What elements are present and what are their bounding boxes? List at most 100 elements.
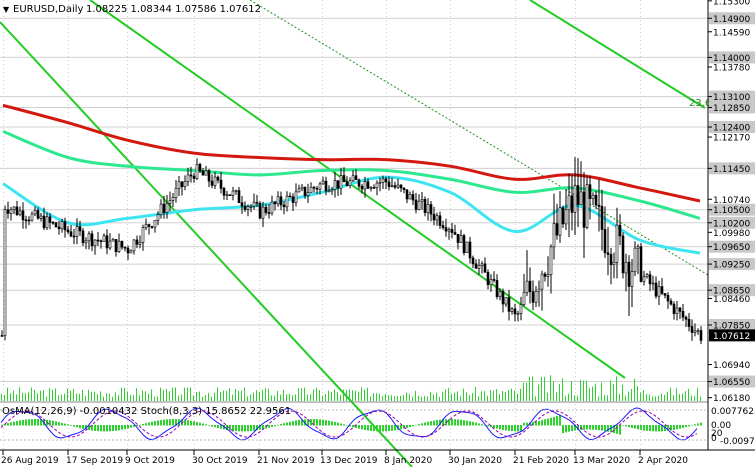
volume-bar <box>604 394 605 401</box>
price-level-tag <box>709 162 755 175</box>
osma-bar <box>592 425 594 430</box>
candle-body <box>546 274 550 277</box>
candle-body <box>39 215 43 219</box>
time-tick-label: 9 Oct 2019 <box>125 456 175 466</box>
osma-bar <box>619 425 621 435</box>
volume-bar <box>385 394 386 401</box>
candle-body <box>306 192 310 196</box>
volume-bar <box>22 392 23 401</box>
volume-bar <box>34 389 35 401</box>
osma-bar <box>286 422 288 426</box>
candle-body <box>489 279 493 286</box>
candle-body <box>453 232 457 235</box>
candle-body <box>168 200 172 204</box>
osma-bar <box>493 425 495 428</box>
osma-bar <box>409 425 411 428</box>
osma-bar <box>622 424 624 426</box>
candle-body <box>138 242 142 245</box>
osma-bar <box>637 425 639 430</box>
osma-bar <box>103 425 105 432</box>
candle-body <box>204 170 208 176</box>
candle-body <box>303 186 307 196</box>
candle-body <box>597 204 601 207</box>
volume-bar <box>652 396 653 401</box>
price-level-tag <box>709 51 755 64</box>
volume-bar <box>64 393 65 401</box>
osma-bar <box>607 425 609 432</box>
volume-bar <box>253 392 254 401</box>
osma-bar <box>313 419 315 426</box>
volume-bar <box>10 393 11 401</box>
osma-bar <box>238 425 240 432</box>
osma-bar <box>73 425 75 427</box>
time-tick-label: 26 Aug 2019 <box>1 456 59 466</box>
candle-body <box>207 170 211 182</box>
candle-body <box>378 181 382 184</box>
volume-bar <box>295 394 296 401</box>
collapse-icon[interactable]: ▼ <box>3 5 10 14</box>
osma-bar <box>628 425 630 428</box>
osma-bar <box>598 425 600 431</box>
volume-bar <box>694 396 695 401</box>
candle-body <box>69 231 73 237</box>
price-level-tag <box>709 258 755 271</box>
volume-bar <box>367 387 368 401</box>
osma-bar <box>451 419 453 426</box>
osma-bar <box>310 419 312 426</box>
candle-body <box>270 201 274 214</box>
osma-bar <box>481 424 483 426</box>
time-tick-label: 13 Dec 2019 <box>320 456 378 466</box>
volume-bar <box>178 395 179 401</box>
candle-body <box>411 194 415 201</box>
osma-bar <box>40 419 42 426</box>
volume-bar <box>595 383 596 401</box>
candle-body <box>249 205 253 208</box>
volume-bar <box>247 396 248 401</box>
volume-bar <box>232 394 233 401</box>
volume-bar <box>388 395 389 401</box>
candle-body <box>567 195 571 211</box>
candle-body <box>390 185 394 187</box>
osma-bar <box>88 425 90 431</box>
volume-bar <box>415 390 416 401</box>
osma-bar <box>355 425 357 428</box>
osma-bar <box>34 419 36 426</box>
volume-bar <box>337 392 338 401</box>
candle-body <box>21 210 25 221</box>
candle-body <box>90 233 94 247</box>
volume-bar <box>187 387 188 401</box>
candle-body <box>81 230 85 244</box>
volume-bar <box>463 388 464 401</box>
volume-bar <box>31 387 32 401</box>
candle-body <box>510 308 514 312</box>
volume-bar <box>160 387 161 401</box>
volume-bar <box>466 392 467 401</box>
volume-bar <box>103 396 104 401</box>
volume-bar <box>433 394 434 401</box>
osma-bar <box>265 425 267 429</box>
volume-bar <box>688 388 689 401</box>
volume-bar <box>349 389 350 401</box>
osma-bar <box>346 425 348 426</box>
candle-body <box>282 204 286 208</box>
osma-bar <box>1 424 3 426</box>
osma-bar <box>163 419 165 426</box>
candle-body <box>165 202 169 213</box>
channel-line-upper <box>0 21 413 468</box>
price-tick-label: 1.12400 <box>713 124 750 134</box>
volume-bar <box>112 396 113 401</box>
volume-bar <box>361 387 362 401</box>
candle-body <box>273 201 277 205</box>
volume-bar <box>409 394 410 401</box>
volume-bar <box>682 393 683 401</box>
candle-body <box>504 297 508 305</box>
candle-body <box>456 234 460 243</box>
volume-bar <box>430 391 431 401</box>
osma-bar <box>340 423 342 426</box>
price-tick-label: 1.11450 <box>713 165 750 175</box>
volume-bar <box>499 394 500 401</box>
osma-bar <box>10 422 12 426</box>
price-tick-label: 1.12850 <box>713 104 750 114</box>
